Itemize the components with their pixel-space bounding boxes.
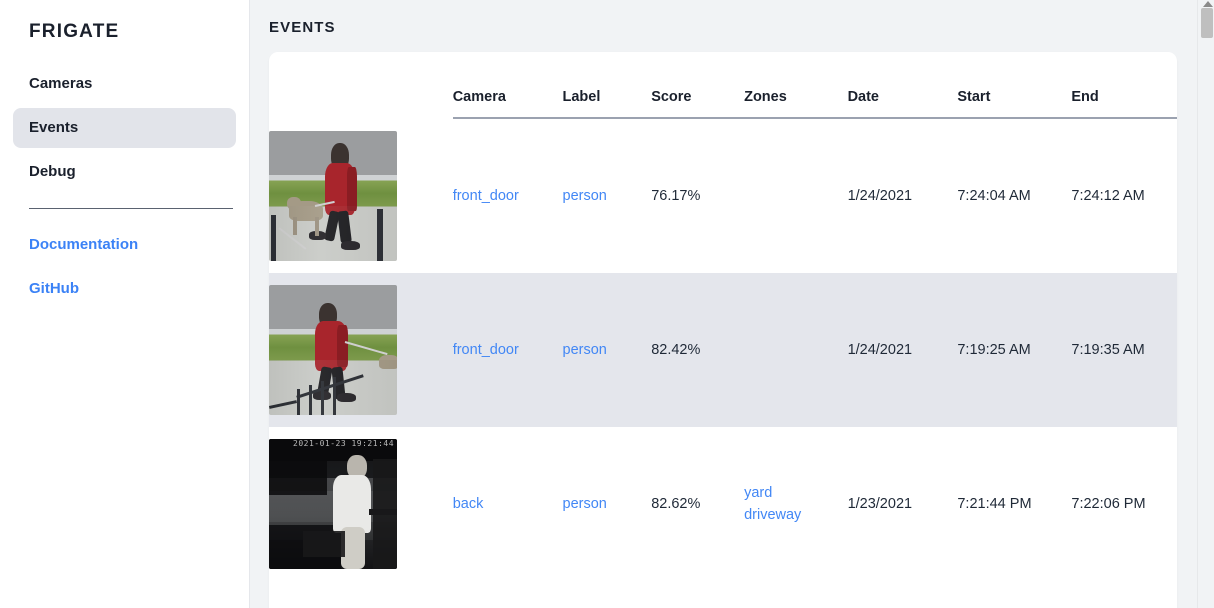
event-score-cell: 82.62% bbox=[651, 496, 701, 512]
event-camera-cell: front_door bbox=[452, 273, 563, 427]
column-header-start[interactable]: Start bbox=[957, 52, 1072, 119]
event-date-cell: 1/23/2021 bbox=[847, 496, 913, 512]
event-thumbnail-cell[interactable] bbox=[269, 273, 453, 427]
event-score-cell: 76.17% bbox=[651, 188, 701, 204]
event-label-link[interactable]: person bbox=[562, 496, 607, 512]
event-thumbnail-cell[interactable] bbox=[269, 118, 453, 273]
event-thumbnail-image[interactable] bbox=[269, 285, 397, 415]
thumbnail-timestamp-overlay: 2021-01-23 19:21:44 bbox=[293, 439, 395, 448]
column-header-thumbnail bbox=[269, 52, 453, 118]
column-header-date[interactable]: Date bbox=[847, 52, 958, 119]
events-table: Camera Label Score Zones Date Start End bbox=[269, 52, 1177, 581]
page-title: EVENTS bbox=[269, 19, 336, 36]
event-zone-link-driveway[interactable]: driveway bbox=[744, 507, 802, 523]
sidebar-item-events[interactable]: Events bbox=[13, 108, 236, 148]
sidebar-item-debug[interactable]: Debug bbox=[29, 163, 76, 180]
event-camera-cell: front_door bbox=[453, 118, 563, 273]
event-label-cell: person bbox=[563, 118, 652, 273]
event-label-cell: person bbox=[563, 427, 652, 581]
sidebar-link-documentation[interactable]: Documentation bbox=[29, 236, 139, 253]
event-camera-link[interactable]: front_door bbox=[452, 342, 519, 358]
event-date-cell: 1/24/2021 bbox=[847, 273, 958, 427]
scroll-up-arrow-icon[interactable] bbox=[1203, 1, 1213, 7]
event-end-cell: 7:22:06 PM bbox=[1071, 496, 1146, 512]
event-start-cell: 7:24:04 AM bbox=[957, 188, 1031, 204]
table-row[interactable]: front_door person 82.42% 1/24/2021 7:19:… bbox=[269, 273, 1177, 427]
event-date-cell: 1/24/2021 bbox=[847, 188, 913, 204]
event-start-cell: 7:21:44 PM bbox=[957, 496, 1032, 512]
column-header-score[interactable]: Score bbox=[651, 52, 745, 119]
event-score-cell: 82.42% bbox=[651, 273, 745, 427]
event-label-cell: person bbox=[562, 273, 652, 427]
event-zones-cell bbox=[744, 118, 847, 273]
event-zones-cell bbox=[744, 273, 848, 427]
event-end-cell: 7:24:12 AM bbox=[1071, 188, 1145, 204]
sidebar-link-github[interactable]: GitHub bbox=[29, 280, 79, 297]
events-card: Camera Label Score Zones Date Start End bbox=[269, 52, 1177, 608]
sidebar-item-cameras[interactable]: Cameras bbox=[29, 75, 93, 92]
sidebar-nav: Cameras Events Debug Documentation GitHu… bbox=[13, 64, 236, 309]
page-scrollbar-thumb[interactable] bbox=[1201, 8, 1213, 38]
event-thumbnail-image[interactable] bbox=[269, 131, 397, 261]
events-table-head: Camera Label Score Zones Date Start End bbox=[269, 52, 1177, 119]
page-scrollbar-track[interactable] bbox=[1197, 0, 1214, 608]
event-thumbnail-image[interactable]: 2021-01-23 19:21:44 bbox=[269, 439, 397, 569]
app-brand-title: FRIGATE bbox=[29, 21, 120, 42]
event-zones-cell: yard driveway bbox=[744, 427, 847, 581]
column-header-camera[interactable]: Camera bbox=[452, 52, 563, 119]
event-camera-link[interactable]: back bbox=[452, 496, 484, 512]
event-label-link[interactable]: person bbox=[562, 342, 607, 358]
column-header-label[interactable]: Label bbox=[562, 52, 652, 119]
table-row[interactable]: front_door person 76.17% 1/24/2021 7:24:… bbox=[269, 118, 1177, 273]
event-end-cell: 7:19:35 AM bbox=[1071, 273, 1177, 427]
sidebar: FRIGATE Cameras Events Debug Documentati… bbox=[0, 0, 250, 608]
events-table-body: front_door person 76.17% 1/24/2021 7:24:… bbox=[269, 118, 1177, 581]
event-label-link[interactable]: person bbox=[562, 188, 607, 204]
main-content: EVENTS Camera Label Score Zones Date Sta… bbox=[250, 0, 1214, 608]
table-header-row: Camera Label Score Zones Date Start End bbox=[269, 52, 1177, 119]
event-camera-cell: back bbox=[453, 427, 563, 581]
column-header-end[interactable]: End bbox=[1071, 52, 1177, 119]
event-thumbnail-cell[interactable]: 2021-01-23 19:21:44 bbox=[269, 427, 453, 581]
sidebar-divider bbox=[29, 208, 233, 209]
event-camera-link[interactable]: front_door bbox=[452, 188, 519, 204]
event-zone-link-yard[interactable]: yard bbox=[744, 485, 773, 501]
table-row[interactable]: 2021-01-23 19:21:44 back person 82.62% y… bbox=[269, 427, 1177, 581]
event-start-cell: 7:19:25 AM bbox=[957, 273, 1072, 427]
column-header-zones[interactable]: Zones bbox=[744, 52, 848, 119]
